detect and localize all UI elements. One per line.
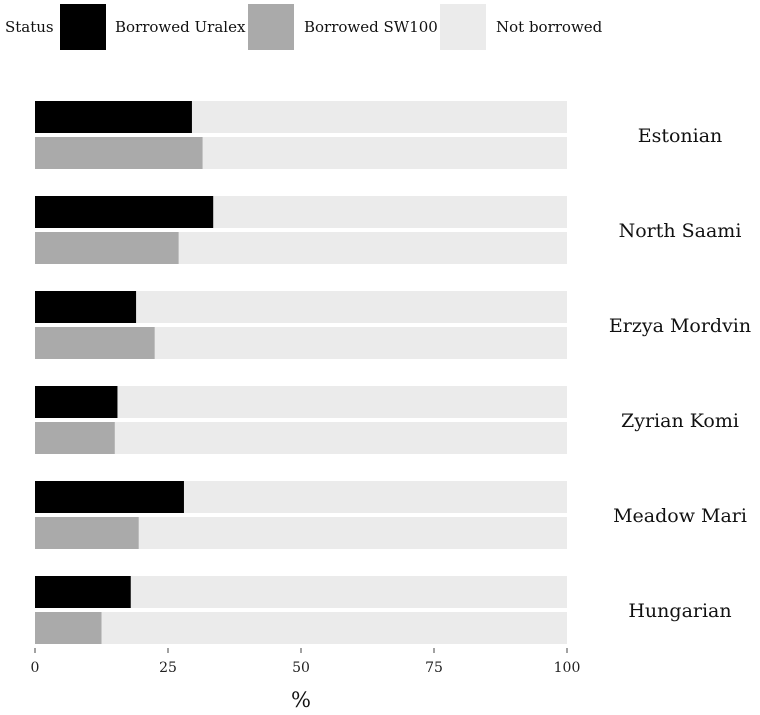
bar-not-borrowed-north-saami-borrowed-sw100 (178, 232, 567, 264)
legend-swatch-borrowed-uralex (60, 4, 106, 50)
x-tick-label: 0 (31, 660, 40, 676)
category-label-hungarian: Hungarian (628, 600, 731, 622)
bar-not-borrowed-meadow-mari-borrowed-sw100 (138, 517, 568, 549)
bar-not-borrowed-erzya-mordvin-borrowed-uralex (136, 291, 567, 323)
bar-borrowed-sw100-hungarian (35, 612, 102, 644)
x-tick-label: 25 (159, 660, 177, 676)
bar-not-borrowed-zyrian-komi-borrowed-uralex (117, 386, 568, 418)
bar-borrowed-uralex-erzya-mordvin (35, 291, 137, 323)
category-label-zyrian-komi: Zyrian Komi (621, 410, 739, 432)
legend: Status Borrowed Uralex Borrowed SW100 No… (0, 0, 760, 56)
bar-borrowed-sw100-meadow-mari (35, 517, 139, 549)
legend-label-borrowed-uralex: Borrowed Uralex (115, 18, 246, 36)
bar-not-borrowed-estonian-borrowed-sw100 (202, 137, 567, 169)
bar-not-borrowed-estonian-borrowed-uralex (191, 101, 567, 133)
bar-not-borrowed-hungarian-borrowed-uralex (130, 576, 567, 608)
legend-swatch-not-borrowed (440, 4, 486, 50)
bar-not-borrowed-zyrian-komi-borrowed-sw100 (114, 422, 568, 454)
bar-borrowed-sw100-north-saami (35, 232, 179, 264)
bar-borrowed-uralex-north-saami (35, 196, 214, 228)
legend-title: Status (5, 18, 54, 36)
bar-borrowed-uralex-meadow-mari (35, 481, 184, 513)
bar-not-borrowed-erzya-mordvin-borrowed-sw100 (154, 327, 567, 359)
legend-swatch-borrowed-sw100 (248, 4, 294, 50)
bar-borrowed-sw100-estonian (35, 137, 203, 169)
legend-label-not-borrowed: Not borrowed (496, 18, 603, 36)
x-tick-label: 100 (554, 660, 581, 676)
x-axis-title: % (291, 688, 311, 712)
category-label-erzya-mordvin: Erzya Mordvin (609, 315, 751, 337)
bar-borrowed-sw100-erzya-mordvin (35, 327, 155, 359)
category-label-north-saami: North Saami (619, 220, 742, 242)
bar-borrowed-sw100-zyrian-komi (35, 422, 115, 454)
bar-borrowed-uralex-hungarian (35, 576, 131, 608)
bar-not-borrowed-meadow-mari-borrowed-uralex (183, 481, 567, 513)
bar-not-borrowed-north-saami-borrowed-uralex (213, 196, 567, 228)
category-label-estonian: Estonian (638, 125, 723, 147)
category-label-meadow-mari: Meadow Mari (613, 505, 747, 527)
legend-label-borrowed-sw100: Borrowed SW100 (304, 18, 438, 36)
x-tick-label: 50 (292, 660, 310, 676)
bar-borrowed-uralex-zyrian-komi (35, 386, 118, 418)
bar-not-borrowed-hungarian-borrowed-sw100 (101, 612, 567, 644)
bar-borrowed-uralex-estonian (35, 101, 192, 133)
x-tick-label: 75 (425, 660, 443, 676)
